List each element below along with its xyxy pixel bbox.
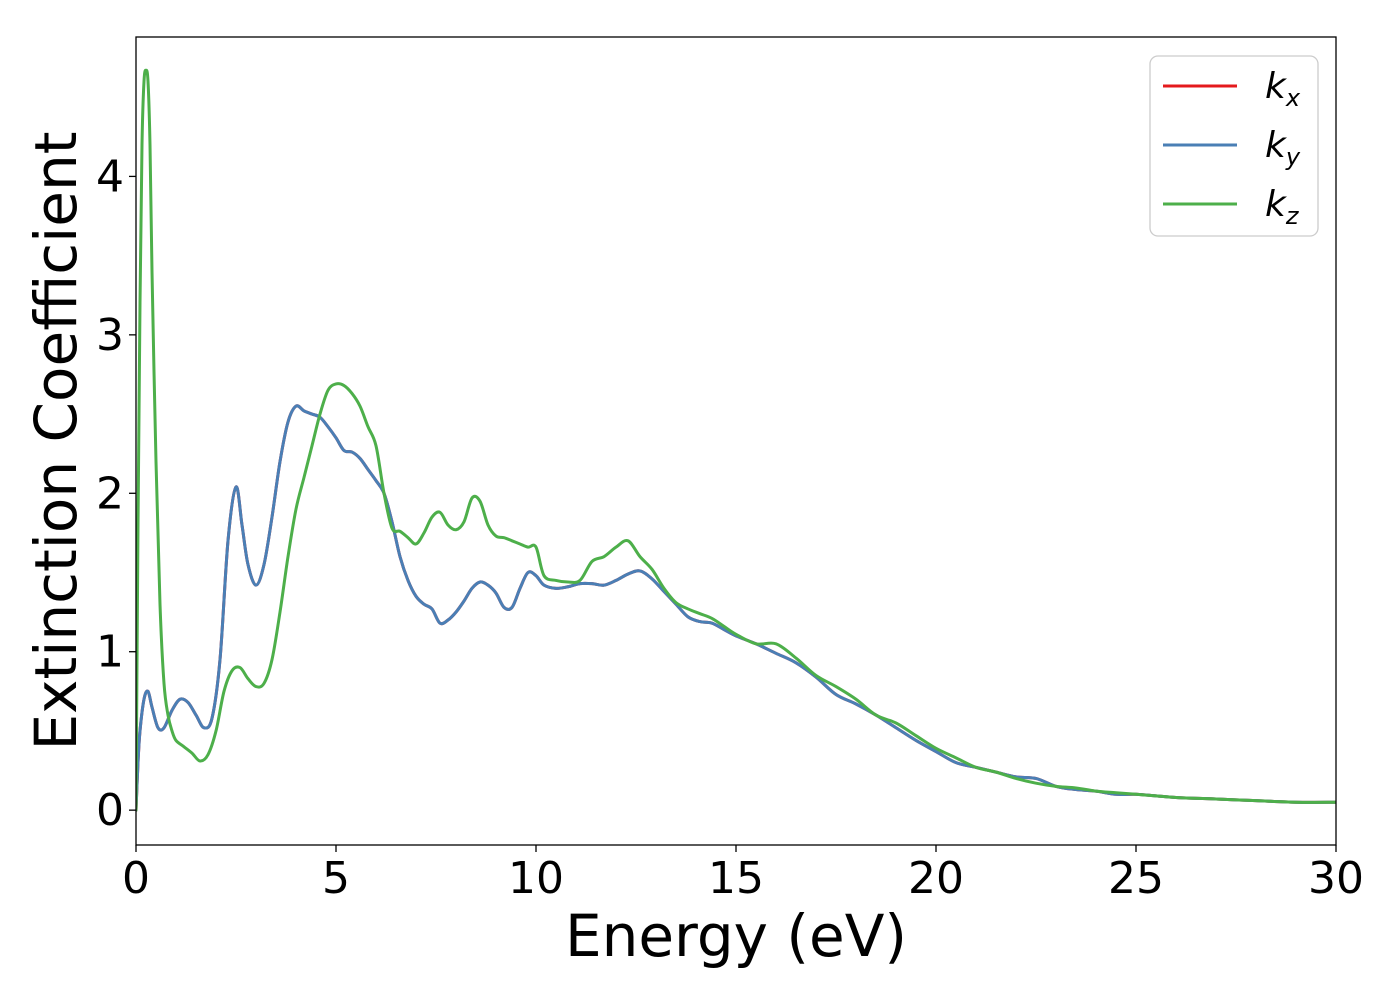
legend-label-k-y: ky [1265,125,1301,171]
legend-label-subscript: x [1285,84,1301,112]
x-tick-label: 25 [1108,853,1164,904]
y-tick-label: 2 [96,468,124,519]
x-tick-label: 10 [508,853,564,904]
x-tick-label: 30 [1308,853,1364,904]
x-tick-label: 15 [708,853,764,904]
y-tick-label: 0 [96,785,124,836]
series-line-k-y [136,404,1336,812]
y-tick-label: 3 [96,310,124,361]
legend-label-base: k [1265,66,1288,107]
legend-label-base: k [1265,184,1288,225]
x-tick-label: 20 [908,853,964,904]
legend-label-base: k [1265,125,1288,166]
series-layer [136,68,1336,812]
x-tick-label: 5 [322,853,350,904]
series-line-k-z [136,68,1336,812]
x-tick-label: 0 [122,853,150,904]
y-tick-label: 1 [96,627,124,678]
x-axis: 0 5 10 15 20 25 30 [122,845,1364,904]
legend-label-k-x: kx [1265,66,1301,112]
x-axis-label: Energy (eV) [565,902,907,970]
legend-label-subscript: y [1285,143,1301,171]
legend-label-subscript: z [1285,202,1300,230]
y-axis-label: Extinction Coefficient [22,132,90,751]
y-tick-label: 4 [96,151,124,202]
y-axis: 0 1 2 3 4 [96,151,136,836]
legend-label-k-z: kz [1265,184,1300,230]
